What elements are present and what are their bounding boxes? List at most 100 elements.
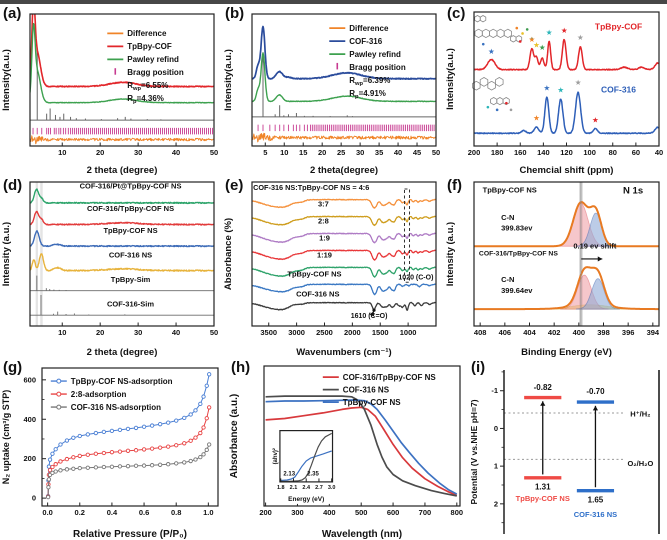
svg-text:140: 140 (537, 148, 550, 157)
svg-text:408: 408 (474, 328, 487, 337)
svg-text:Absorbance (%): Absorbance (%) (223, 218, 234, 290)
svg-text:30: 30 (356, 148, 364, 157)
svg-text:Pawley refind: Pawley refind (349, 50, 401, 59)
svg-text:399.64ev: 399.64ev (501, 286, 533, 295)
svg-text:COF-316/TpBpy-COF NS: COF-316/TpBpy-COF NS (343, 373, 437, 382)
svg-text:394: 394 (647, 328, 660, 337)
svg-text:300: 300 (291, 508, 304, 517)
svg-text:600: 600 (23, 375, 36, 384)
svg-text:TpBpy-COF NS: TpBpy-COF NS (103, 226, 157, 235)
panel-d-chart: COF-316/Pt@TpBpy-COF NS COF-316/TpBpy-COF… (1, 181, 218, 358)
svg-text:★: ★ (575, 78, 582, 87)
svg-text:Absorbance (a.u.): Absorbance (a.u.) (229, 394, 240, 478)
svg-text:80: 80 (609, 148, 617, 157)
svg-text:50: 50 (210, 328, 218, 337)
svg-text:COF-316 NS-adsorption: COF-316 NS-adsorption (71, 403, 161, 412)
svg-text:1.31: 1.31 (535, 483, 551, 492)
svg-text:Rp=4.91%: Rp=4.91% (349, 89, 386, 100)
svg-text:C-N: C-N (501, 213, 514, 222)
svg-text:TpBpy-COF NS: TpBpy-COF NS (287, 270, 341, 279)
svg-text:180: 180 (491, 148, 504, 157)
svg-text:Intensity (a.u.): Intensity (a.u.) (1, 222, 12, 286)
svg-text:★: ★ (577, 33, 584, 42)
svg-text:2.7: 2.7 (315, 485, 323, 491)
svg-text:TpBpy-COF NS: TpBpy-COF NS (483, 186, 537, 195)
svg-text:★: ★ (533, 41, 540, 50)
svg-text:COF-316/TpBpy-COF NS: COF-316/TpBpy-COF NS (479, 250, 558, 257)
svg-text:396: 396 (622, 328, 635, 337)
svg-text:0.2: 0.2 (75, 508, 85, 517)
svg-text:0.8: 0.8 (171, 508, 181, 517)
svg-text:TpBpy-COF: TpBpy-COF (127, 42, 172, 51)
svg-text:30: 30 (134, 328, 142, 337)
panel-f-label: (f) (447, 177, 462, 194)
svg-text:50: 50 (210, 148, 218, 157)
svg-text:200: 200 (468, 148, 481, 157)
svg-text:C-N: C-N (501, 275, 514, 284)
svg-text:160: 160 (514, 148, 527, 157)
svg-text:1610 (C=O): 1610 (C=O) (351, 313, 388, 320)
svg-text:3500: 3500 (260, 328, 277, 337)
panel-f-chart: TpBpy-COF NS N 1s C-N 399.83ev COF-316/TpBpy… (445, 181, 660, 358)
svg-text:20: 20 (318, 148, 326, 157)
svg-text:2 theta (degree): 2 theta (degree) (87, 347, 158, 358)
svg-text:★: ★ (561, 26, 568, 35)
svg-text:Potential (V vs.NHE pH=7): Potential (V vs.NHE pH=7) (469, 399, 479, 504)
top-border (0, 0, 667, 4)
panel-c-label: (c) (447, 5, 466, 22)
svg-text:TpBpy-COF NS: TpBpy-COF NS (516, 494, 570, 503)
panel-e: (e) 1020 (C-O) 1610 (C=O) COF-316 NS:TpBpy… (222, 176, 444, 358)
svg-text:399.83ev: 399.83ev (501, 224, 533, 233)
svg-text:Wavenumbers (cm⁻¹): Wavenumbers (cm⁻¹) (296, 347, 391, 358)
panel-e-label: (e) (225, 177, 244, 194)
svg-text:30: 30 (134, 148, 142, 157)
svg-text:2000: 2000 (344, 328, 361, 337)
svg-text:3:7: 3:7 (318, 200, 329, 209)
svg-text:-0.70: -0.70 (586, 387, 605, 396)
panel-d-label: (d) (3, 177, 23, 194)
svg-text:40: 40 (172, 148, 180, 157)
svg-text:(ahv)²: (ahv)² (272, 448, 279, 464)
svg-text:1:9: 1:9 (319, 234, 330, 243)
svg-text:★: ★ (546, 28, 553, 37)
svg-text:Bragg position: Bragg position (349, 63, 406, 72)
svg-text:406: 406 (499, 328, 512, 337)
svg-text:200: 200 (259, 508, 272, 517)
svg-text:COF-316 NS: COF-316 NS (109, 251, 152, 260)
svg-text:N 1s: N 1s (623, 185, 643, 196)
svg-text:COF-316 NS: COF-316 NS (574, 510, 617, 519)
svg-text:Binding Energy (eV): Binding Energy (eV) (521, 347, 612, 358)
svg-text:COF-316: COF-316 (601, 84, 636, 94)
svg-text:40: 40 (172, 328, 180, 337)
svg-text:10: 10 (58, 328, 66, 337)
svg-text:Intensity(a.u.): Intensity(a.u.) (1, 49, 12, 111)
svg-text:10: 10 (280, 148, 288, 157)
svg-text:Intensity (a.u.): Intensity (a.u.) (445, 222, 456, 286)
svg-text:1000: 1000 (400, 328, 417, 337)
svg-text:1:19: 1:19 (317, 251, 332, 260)
svg-text:2.13: 2.13 (283, 472, 295, 478)
svg-text:★: ★ (592, 116, 599, 125)
panel-i: (i) -0.82 -0.70 1.31 1.65 TpBpy-COF NS COF-31… (468, 358, 667, 540)
svg-text:★: ★ (533, 114, 540, 123)
svg-text:Rwp=6.39%: Rwp=6.39% (349, 76, 390, 87)
svg-text:404: 404 (523, 328, 536, 337)
svg-text:5: 5 (263, 148, 267, 157)
svg-text:40: 40 (394, 148, 402, 157)
svg-text:1.65: 1.65 (588, 496, 604, 505)
svg-text:★: ★ (539, 43, 546, 52)
svg-text:-1: -1 (491, 386, 498, 395)
svg-text:TpBpy-COF NS-adsorption: TpBpy-COF NS-adsorption (71, 377, 173, 386)
svg-text:★: ★ (557, 85, 564, 94)
svg-text:100: 100 (583, 148, 596, 157)
panel-g-label: (g) (3, 359, 23, 376)
svg-text:400: 400 (23, 415, 36, 424)
panel-i-label: (i) (471, 359, 486, 376)
svg-text:1.8: 1.8 (277, 485, 285, 491)
panel-b: (b) 5 10 15 20 25 30 35 40 45 50 2 theta(degree) In… (222, 4, 444, 176)
svg-text:COF-316 NS: COF-316 NS (343, 385, 390, 394)
svg-text:Wavelength (nm): Wavelength (nm) (322, 529, 402, 540)
svg-text:N₂ uptake (cm³/g STP): N₂ uptake (cm³/g STP) (1, 390, 11, 485)
svg-text:2.4: 2.4 (302, 485, 311, 491)
svg-text:400: 400 (323, 508, 336, 517)
